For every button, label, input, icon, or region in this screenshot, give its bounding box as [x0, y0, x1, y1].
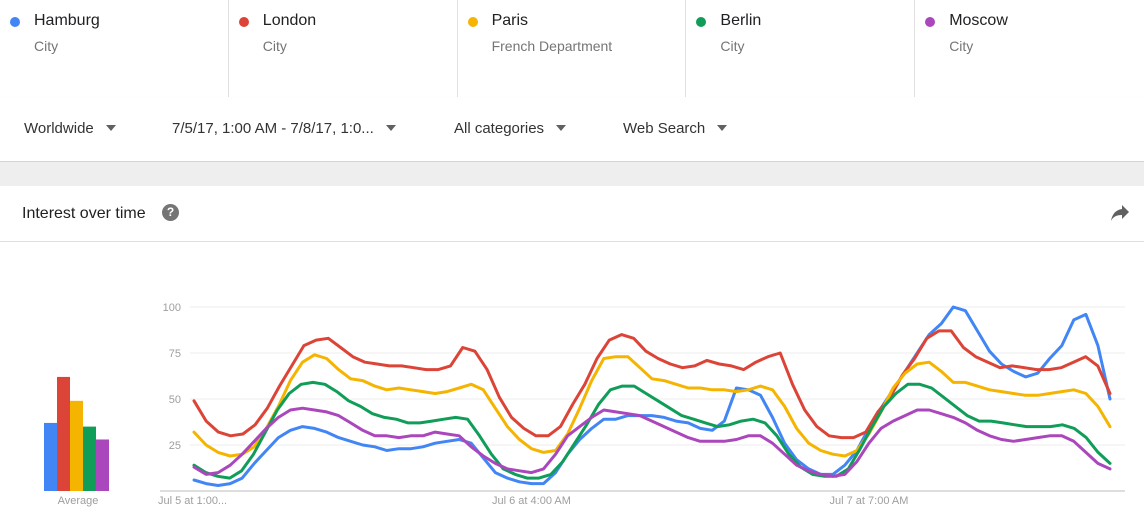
term-type: French Department — [491, 38, 613, 54]
search-type-value: Web Search — [623, 120, 706, 137]
y-tick-label: 100 — [163, 302, 181, 314]
search-type-dropdown[interactable]: Web Search — [623, 120, 728, 137]
average-bar — [96, 439, 109, 491]
term-color-dot — [10, 17, 20, 27]
term-color-dot — [467, 17, 478, 27]
chevron-down-icon — [717, 125, 728, 131]
term-color-dot — [238, 17, 249, 27]
series-line-hamburg — [192, 305, 1112, 487]
region-dropdown[interactable]: Worldwide — [24, 120, 116, 137]
x-tick-label: Jul 7 at 7:00 AM — [830, 495, 909, 507]
card-header: Interest over time ? — [0, 186, 1144, 242]
term-name: Hamburg — [34, 12, 100, 29]
term-name: Berlin — [720, 12, 762, 29]
term-type: City — [720, 38, 745, 54]
region-value: Worldwide — [24, 120, 94, 137]
term-color-dot — [696, 17, 707, 27]
term-type: City — [949, 38, 974, 54]
average-bar — [83, 426, 96, 491]
series-line-paris — [192, 353, 1112, 458]
term-color-dot — [925, 17, 936, 27]
series-line-berlin — [192, 380, 1112, 480]
y-tick-label: 75 — [169, 348, 181, 360]
series-line-london — [192, 329, 1112, 440]
term-card-hamburg[interactable]: Hamburg City — [0, 0, 229, 97]
category-dropdown[interactable]: All categories — [454, 120, 567, 137]
chevron-down-icon — [556, 125, 567, 131]
term-name: Moscow — [949, 12, 1008, 29]
term-name: Paris — [491, 12, 529, 29]
chevron-down-icon — [105, 125, 116, 131]
series-line-moscow — [192, 406, 1112, 478]
y-tick-label: 25 — [169, 440, 181, 452]
filter-bar: Worldwide 7/5/17, 1:00 AM - 7/8/17, 1:0.… — [0, 97, 1144, 162]
term-type: City — [262, 38, 287, 54]
x-tick-label: Jul 6 at 4:00 AM — [492, 495, 571, 507]
chevron-down-icon — [385, 125, 396, 131]
share-icon[interactable] — [1110, 204, 1130, 222]
term-card-berlin[interactable]: Berlin City — [686, 0, 916, 97]
term-card-moscow[interactable]: Moscow City — [915, 0, 1144, 97]
term-name: London — [262, 12, 317, 29]
date-range-dropdown[interactable]: 7/5/17, 1:00 AM - 7/8/17, 1:0... — [172, 120, 396, 137]
y-tick-label: 50 — [169, 394, 181, 406]
x-tick-label: Jul 5 at 1:00... — [158, 495, 227, 507]
average-bar — [44, 422, 57, 491]
card-title: Interest over time — [22, 205, 146, 222]
term-card-paris[interactable]: Paris French Department — [458, 0, 687, 97]
section-divider — [0, 162, 1144, 186]
term-card-london[interactable]: London City — [229, 0, 458, 97]
help-icon[interactable]: ? — [162, 204, 179, 221]
interest-over-time-chart: 25 50 75 100 Jul 5 at 1:00... Jul 6 at 4:00 A… — [44, 302, 1125, 507]
category-value: All categories — [454, 120, 545, 137]
average-bar — [57, 376, 70, 491]
compare-terms-bar: Hamburg City London City Paris French De… — [0, 0, 1144, 98]
date-range-value: 7/5/17, 1:00 AM - 7/8/17, 1:0... — [172, 120, 374, 137]
average-label: Average — [58, 495, 99, 507]
average-bar — [70, 400, 83, 491]
term-type: City — [34, 38, 59, 54]
